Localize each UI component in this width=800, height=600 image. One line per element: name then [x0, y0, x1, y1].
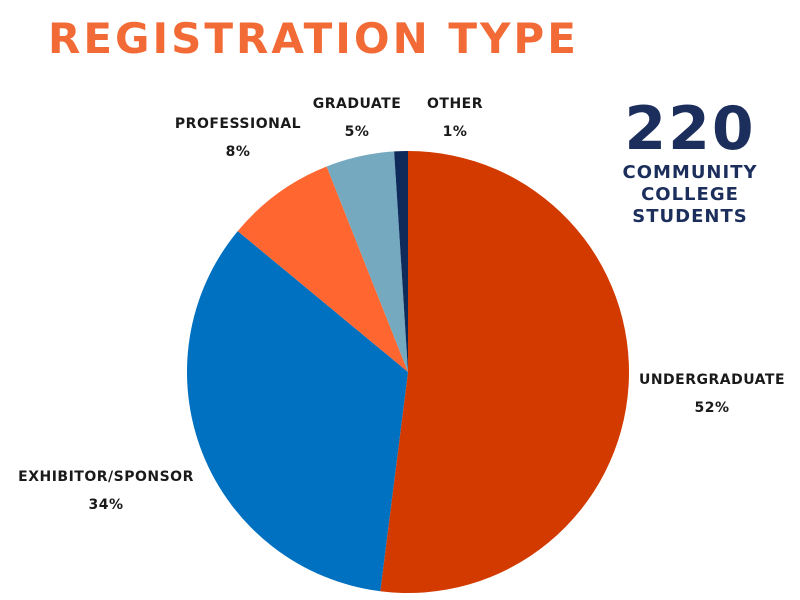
stat-caption-line-3: STUDENTS [632, 206, 748, 227]
slice-label-graduate: GRADUATE 5% [313, 90, 402, 146]
slice-label-exhibitor-sponsor: EXHIBITOR/SPONSOR 34% [18, 463, 194, 519]
stat-number: 220 [624, 94, 756, 164]
slice-label-professional: PROFESSIONAL 8% [175, 110, 301, 166]
slice-label-undergraduate: UNDERGRADUATE 52% [639, 366, 785, 422]
slice-name-undergraduate: UNDERGRADUATE [638, 372, 786, 388]
chart-title: REGISTRATION TYPE [48, 14, 579, 63]
pie-slice-graduate [326, 151, 408, 372]
stat-caption: COMMUNITY COLLEGE STUDENTS [622, 162, 757, 228]
slice-name-graduate: GRADUATE [312, 96, 402, 112]
slice-name-professional: PROFESSIONAL [174, 116, 302, 132]
stat-caption-line-2: COLLEGE [641, 184, 739, 205]
slice-value-other: 1% [442, 124, 468, 140]
pie-slice-exhibitor-sponsor [187, 231, 408, 592]
slice-name-other: OTHER [426, 96, 484, 112]
stat-callout: 220 COMMUNITY COLLEGE STUDENTS [622, 96, 757, 228]
slice-value-undergraduate: 52% [694, 400, 730, 416]
slice-value-graduate: 5% [344, 124, 370, 140]
pie-slice-professional [237, 166, 408, 372]
pie-slice-undergraduate [380, 151, 629, 593]
slice-name-exhibitor-sponsor: EXHIBITOR/SPONSOR [18, 469, 194, 485]
slice-label-other: OTHER 1% [427, 90, 483, 146]
slice-value-exhibitor-sponsor: 34% [88, 497, 124, 513]
slice-value-professional: 8% [225, 144, 251, 160]
stat-caption-line-1: COMMUNITY [622, 162, 758, 183]
pie-slice-other [394, 151, 408, 372]
